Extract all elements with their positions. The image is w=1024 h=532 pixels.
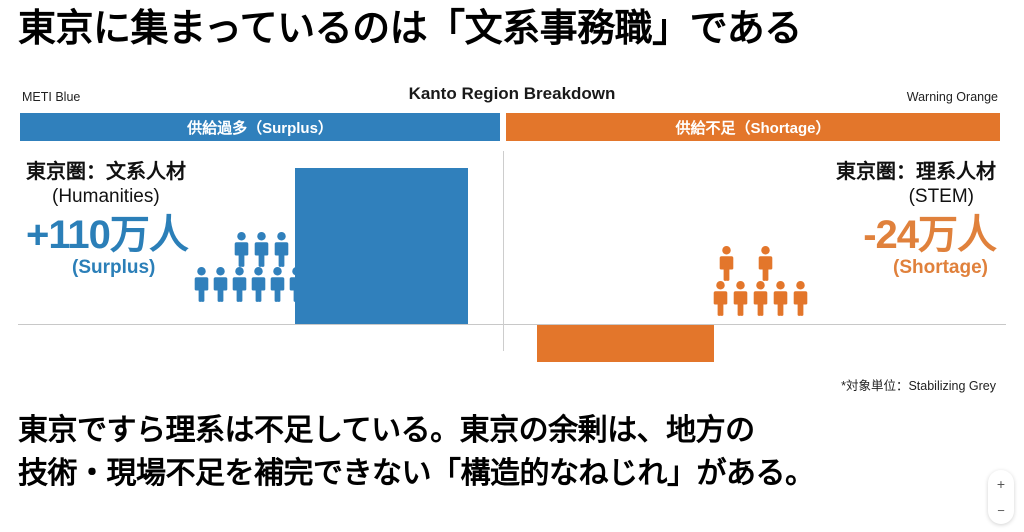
annotation-humanities-name: 東京圏：文系人材 <box>26 161 186 183</box>
category-bar-shortage-label: 供給不足（Shortage） <box>675 119 831 137</box>
person-icon <box>233 231 250 267</box>
person-icon <box>792 280 809 316</box>
pictogram-row-bottom <box>712 280 809 316</box>
pictogram-group-humanities <box>193 231 305 302</box>
annotation-stem-value: -24万人 <box>863 213 997 257</box>
bottom-caption-line2: 技術・現場不足を補完できない「構造的なねじれ」がある。 <box>18 456 815 490</box>
category-bar-shortage: 供給不足（Shortage） <box>506 113 1000 141</box>
category-bar-surplus-label: 供給過多（Surplus） <box>187 119 333 137</box>
pictogram-row-top <box>718 245 809 281</box>
person-icon <box>732 280 749 316</box>
annotation-humanities-tag: (Surplus) <box>72 257 156 279</box>
bottom-caption-line1: 東京ですら理系は不足している。東京の余剰は、地方の <box>18 414 755 447</box>
person-icon <box>250 266 267 302</box>
bottom-caption: 東京ですら理系は不足している。東京の余剰は、地方の 技術・現場不足を補完できない… <box>18 410 1008 495</box>
person-icon <box>269 266 286 302</box>
person-icon <box>231 266 248 302</box>
pictogram-group-stem <box>712 245 809 316</box>
chart-baseline <box>18 324 1006 325</box>
person-icon <box>288 266 305 302</box>
person-icon <box>193 266 210 302</box>
zoom-in-button[interactable]: + <box>996 475 1006 492</box>
legend-label-warning-orange: Warning Orange <box>906 90 998 104</box>
annotation-stem-subtitle: (STEM) <box>908 185 974 207</box>
person-icon <box>212 266 229 302</box>
person-icon <box>718 245 735 281</box>
zoom-out-button[interactable]: − <box>997 503 1005 519</box>
bar-humanities-surplus <box>295 168 468 324</box>
annotation-stem: 東京圏：理系人材 (STEM) -24万人 (Shortage) <box>716 161 997 280</box>
person-icon <box>253 231 270 267</box>
chart-vertical-divider <box>503 151 504 351</box>
bar-stem-shortage <box>537 325 714 362</box>
annotation-stem-tag: (Shortage) <box>893 257 988 279</box>
person-icon <box>752 280 769 316</box>
chart-plot-area: 東京圏：文系人材 (Humanities) +110万人 (Surplus) 東… <box>0 141 1024 391</box>
legend-label-meti-blue: METI Blue <box>22 90 81 104</box>
category-bar-surplus: 供給過多（Surplus） <box>20 113 500 141</box>
annotation-humanities-subtitle: (Humanities) <box>52 185 160 207</box>
annotation-stem-name: 東京圏：理系人材 <box>836 161 996 183</box>
chart-title: Kanto Region Breakdown <box>408 84 616 103</box>
person-icon <box>772 280 789 316</box>
person-icon <box>757 245 774 281</box>
chart-footnote: *対象単位：Stabilizing Grey <box>841 379 996 393</box>
zoom-control[interactable]: + − <box>988 470 1014 524</box>
annotation-humanities-value: +110万人 <box>26 213 189 257</box>
pictogram-row-top <box>233 231 305 267</box>
person-icon <box>712 280 729 316</box>
pictogram-row-bottom <box>193 266 305 302</box>
person-icon <box>273 231 290 267</box>
annotation-humanities: 東京圏：文系人材 (Humanities) +110万人 (Surplus) <box>26 161 276 280</box>
page-headline: 東京に集まっているのは「文系事務職」である <box>18 8 802 50</box>
